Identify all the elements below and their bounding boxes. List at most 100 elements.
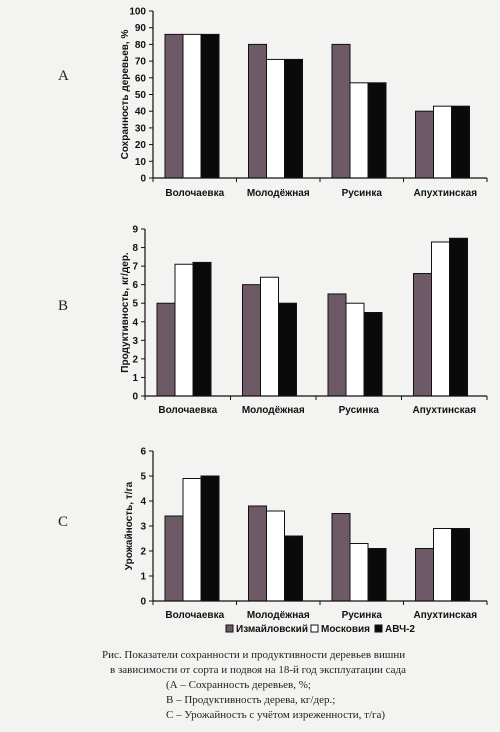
y-tick-label: 0 xyxy=(140,597,146,608)
y-tick-label: 3 xyxy=(132,336,138,347)
bar-c-s1-c0 xyxy=(182,478,202,602)
y-tick-label: 8 xyxy=(132,243,138,254)
legend-swatch-0 xyxy=(225,624,234,633)
x-category-label: Русинка xyxy=(339,405,380,416)
bar-a-s2-c3 xyxy=(451,105,470,179)
y-tick-label: 30 xyxy=(135,123,147,134)
y-tick-label: 3 xyxy=(140,522,146,533)
bar-b-s2-c1 xyxy=(278,302,297,397)
x-category-label: Молодёжная xyxy=(247,188,310,199)
panel-letter-c: C xyxy=(58,514,68,530)
y-tick-label: 1 xyxy=(132,373,138,384)
bar-a-s0-c1 xyxy=(248,43,267,179)
bar-c-s0-c1 xyxy=(248,505,267,602)
legend-swatch-1 xyxy=(310,624,319,633)
bar-a-s2-c2 xyxy=(367,82,387,179)
panel-letter-a: A xyxy=(58,68,69,84)
x-category-label: Волочаевка xyxy=(165,188,224,199)
bar-c-s0-c3 xyxy=(415,548,434,602)
bar-c-s0-c2 xyxy=(331,513,351,602)
y-tick-label: 0 xyxy=(132,392,138,403)
y-tick-label: 5 xyxy=(132,299,138,310)
bar-a-s2-c1 xyxy=(284,58,303,179)
x-category-label: Молодёжная xyxy=(242,405,305,416)
y-tick-label: 70 xyxy=(135,57,147,68)
y-tick-label: 6 xyxy=(140,447,146,458)
bar-b-s1-c3 xyxy=(431,241,450,397)
bar-c-s2-c3 xyxy=(451,528,470,602)
y-tick-label: 20 xyxy=(135,140,147,151)
bar-c-s2-c2 xyxy=(367,548,387,602)
bar-b-s1-c0 xyxy=(174,263,194,397)
bar-b-s1-c1 xyxy=(260,276,279,397)
x-category-label: Русинка xyxy=(342,610,383,621)
y-tick-label: 80 xyxy=(135,40,147,51)
x-category-label: Молодёжная xyxy=(247,610,310,621)
bar-c-s2-c0 xyxy=(200,475,220,602)
bar-a-s1-c3 xyxy=(433,105,452,179)
y-axis-label: Урожайность, т/га xyxy=(124,481,135,570)
y-tick-label: 5 xyxy=(140,472,146,483)
bar-b-s2-c3 xyxy=(449,237,468,397)
y-axis-label: Продуктивность, кг/дер. xyxy=(120,252,131,373)
y-tick-label: 40 xyxy=(135,107,147,118)
x-category-label: Русинка xyxy=(342,188,383,199)
bar-c-s1-c1 xyxy=(266,510,285,602)
bar-b-s0-c3 xyxy=(413,273,432,397)
bar-a-s0-c2 xyxy=(331,43,351,179)
chart-panel-a: 0 10 20 30 40 50 60 70 80 90 100 Волочаевка Молодёжн… xyxy=(120,7,488,199)
legend-label-1: Московия xyxy=(321,624,370,635)
x-category-label: Апухтинская xyxy=(413,188,477,199)
y-tick-label: 50 xyxy=(135,90,147,101)
caption-line-4: В – Продуктивность дерева, кг/дер.; xyxy=(166,694,336,706)
y-tick-label: 90 xyxy=(135,23,147,34)
legend: Измайловский Московия АВЧ-2 xyxy=(225,624,415,635)
caption-line-2: в зависимости от сорта и подвоя на 18-й … xyxy=(110,664,407,676)
y-tick-label: 9 xyxy=(132,225,138,236)
chart-panel-b: 0 1 2 3 4 5 6 7 8 9 Волочаевка Молодёжная Русинка Апу… xyxy=(120,225,488,416)
bar-a-s2-c0 xyxy=(200,33,220,179)
y-tick-label: 4 xyxy=(140,497,146,508)
y-tick-label: 60 xyxy=(135,73,147,84)
chart-panel-c: 0 1 2 3 4 5 6 Волочаевка Молодёжная Русинка Апухти… xyxy=(124,447,488,621)
y-tick-label: 0 xyxy=(140,174,146,185)
y-tick-label: 2 xyxy=(132,354,138,365)
caption-line-3: (А – Сохранность деревьев, %; xyxy=(166,679,311,691)
y-axis-label: Сохранность деревьев, % xyxy=(120,30,131,160)
bar-a-s1-c0 xyxy=(182,33,202,179)
x-category-label: Волочаевка xyxy=(158,405,217,416)
bar-a-s0-c3 xyxy=(415,110,434,179)
bar-b-s1-c2 xyxy=(345,302,365,397)
bar-b-s0-c0 xyxy=(156,302,176,397)
bar-c-s1-c2 xyxy=(349,543,369,602)
y-tick-label: 4 xyxy=(132,317,138,328)
legend-swatch-2 xyxy=(374,624,383,633)
figure-caption: Рис. Показатели сохранности и продуктивн… xyxy=(70,648,470,723)
bar-a-s1-c2 xyxy=(349,82,369,179)
y-tick-label: 10 xyxy=(135,157,147,168)
y-tick-label: 7 xyxy=(132,262,138,273)
caption-line-5: С – Урожайность с учётом изреженности, т… xyxy=(166,709,386,721)
bar-b-s2-c2 xyxy=(363,312,383,397)
bar-b-s2-c0 xyxy=(192,261,212,397)
x-category-label: Апухтинская xyxy=(412,405,476,416)
legend-label-2: АВЧ-2 xyxy=(385,624,415,635)
y-tick-label: 1 xyxy=(140,572,146,583)
bar-a-s0-c0 xyxy=(164,33,184,179)
bar-b-s0-c1 xyxy=(242,284,261,397)
bar-a-s1-c1 xyxy=(266,58,285,179)
y-tick-label: 2 xyxy=(140,547,146,558)
y-tick-label: 100 xyxy=(129,7,146,18)
legend-label-0: Измайловский xyxy=(236,624,308,635)
y-tick-label: 6 xyxy=(132,280,138,291)
panel-letter-b: B xyxy=(58,298,68,314)
bar-c-s1-c3 xyxy=(433,528,452,602)
x-category-label: Волочаевка xyxy=(165,610,224,621)
bar-b-s0-c2 xyxy=(327,293,347,397)
caption-line-1: Рис. Показатели сохранности и продуктивн… xyxy=(102,649,406,661)
bar-c-s2-c1 xyxy=(284,535,303,602)
bar-c-s0-c0 xyxy=(164,515,184,602)
x-category-label: Апухтинская xyxy=(413,610,477,621)
